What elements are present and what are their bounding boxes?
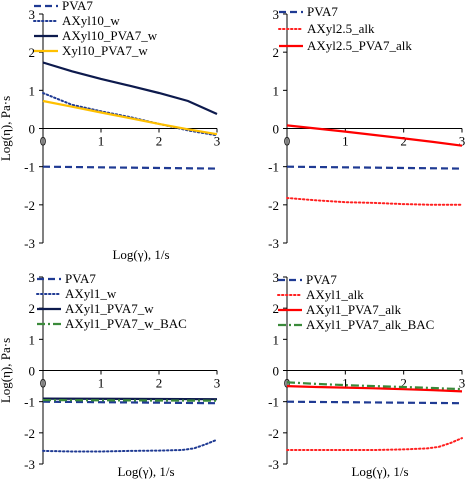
x-tick-label: 1 [98, 376, 105, 391]
series-line-axyl1-pva7-alk-bac [286, 381, 463, 391]
y-tick-label: -2 [268, 198, 279, 213]
x-tick-label: 2 [400, 134, 407, 149]
legend-entry: AXyl1_PVA7_alk_BAC [306, 317, 434, 332]
legend-entry: PVA7 [65, 271, 96, 286]
y-tick-label: -3 [268, 457, 279, 472]
series-line-xyl10-pva7-w [42, 99, 218, 136]
y-tick-label: -2 [24, 198, 35, 213]
y-tick-label: -3 [24, 457, 35, 472]
y-tick-label: 3 [29, 270, 36, 285]
legend-entry: PVA7 [62, 0, 93, 13]
y-axis-label: Log(η), Pa·s [0, 96, 13, 161]
y-tick-label: 0 [273, 364, 280, 379]
y-tick-label: -1 [268, 395, 279, 410]
y-tick-label: 3 [273, 270, 280, 285]
x-tick-label: 3 [459, 376, 466, 391]
legend-entry: PVA7 [307, 4, 338, 19]
x-tick-label: 1 [342, 134, 349, 149]
y-tick-label: 3 [29, 7, 36, 22]
y-tick-label: -1 [268, 160, 279, 175]
y-tick-label: -3 [268, 236, 279, 251]
legend-entry: AXyl1_alk [306, 287, 364, 302]
series-line-pva7 [42, 165, 218, 170]
legend-entry: AXyl1_PVA7_w [65, 301, 154, 316]
series-line-axyl1-pva7-alk [286, 385, 463, 393]
y-tick-label: 2 [29, 301, 36, 316]
x-tick-label: 3 [459, 134, 466, 149]
series-line-axyl10-pva7-w [42, 61, 218, 116]
x-tick-label: 2 [400, 376, 407, 391]
x-tick-label: 0 [40, 376, 47, 391]
y-tick-label: 3 [273, 7, 280, 22]
y-axis-label: Log(η), Pa·s [0, 338, 13, 403]
x-tick-label: 0 [284, 134, 291, 149]
series-line-axyl1-pva7-w-bac [42, 399, 218, 402]
series-line-axyl2-5-pva7-alk [286, 124, 463, 147]
chart-panel-1: 3 2 1 0 -1 -2 -3 0 1 2 3 Log(γ), 1/s Log(η), Pa·s PVA… [0, 0, 220, 262]
y-tick-label: -3 [24, 236, 35, 251]
y-tick-label: 2 [273, 45, 280, 60]
x-axis-label: Log(γ), 1/s [112, 247, 169, 262]
y-tick-label: -2 [268, 426, 279, 441]
series-line-axyl2-5-alk [286, 197, 463, 206]
x-tick-label: 1 [342, 376, 349, 391]
x-tick-label: 2 [156, 376, 163, 391]
y-tick-label: 1 [29, 332, 36, 347]
chart-panel-2: 3 2 1 0 -1 -2 -3 0 1 2 3 PVA7 AXyl2.5_alk AXyl2.5_PVA… [268, 4, 465, 251]
y-tick-label: -1 [24, 395, 35, 410]
y-tick-label: -2 [24, 426, 35, 441]
legend-entry: AXyl2.5_PVA7_alk [307, 38, 412, 53]
y-tick-label: 1 [273, 83, 280, 98]
series-line-axyl1-alk [286, 437, 463, 451]
x-tick-label: 0 [40, 134, 47, 149]
series-line-axyl1-w [42, 438, 218, 453]
x-axis-label: Log(γ), 1/s [351, 464, 408, 479]
legend: PVA7AXyl1_alkAXyl1_PVA7_alkAXyl1_PVA7_al… [277, 272, 434, 332]
y-tick-label: 0 [273, 122, 280, 137]
x-tick-label: 2 [156, 134, 163, 149]
legend-entry: AXyl2.5_alk [307, 21, 375, 36]
x-tick-label: 1 [98, 134, 105, 149]
y-tick-label: 1 [273, 332, 280, 347]
y-tick-label: 0 [29, 122, 36, 137]
legend-entry: AXyl1_w [65, 286, 117, 301]
y-tick-label: 1 [29, 83, 36, 98]
x-tick-label: 3 [214, 134, 221, 149]
y-tick-label: 2 [29, 45, 36, 60]
x-axis-label: Log(γ), 1/s [117, 464, 174, 479]
chart-panel-3: 3 2 1 0 -1 -2 -3 0 1 2 3 Log(γ), 1/s Log(η), Pa·s PVA… [0, 270, 220, 479]
y-tick-label: 2 [273, 301, 280, 316]
series-line-axyl1-pva7-w [42, 397, 218, 401]
legend-entry: PVA7 [306, 272, 337, 287]
legend-entry: Xyl10_PVA7_w [62, 43, 148, 58]
legend-entry: AXyl10_PVA7_w [62, 28, 158, 43]
legend-entry: AXyl1_PVA7_w_BAC [65, 316, 187, 331]
legend: PVA7 AXyl2.5_alk AXyl2.5_PVA7_alk [278, 4, 412, 53]
legend-entry: AXyl10_w [62, 13, 120, 28]
x-tick-label: 3 [214, 376, 221, 391]
legend-entry: AXyl1_PVA7_alk [306, 302, 402, 317]
y-tick-label: -1 [24, 160, 35, 175]
y-tick-label: 0 [29, 364, 36, 379]
series-line-pva7 [286, 400, 463, 405]
series-line-pva7 [286, 165, 463, 170]
series-line-pva7 [42, 400, 218, 405]
